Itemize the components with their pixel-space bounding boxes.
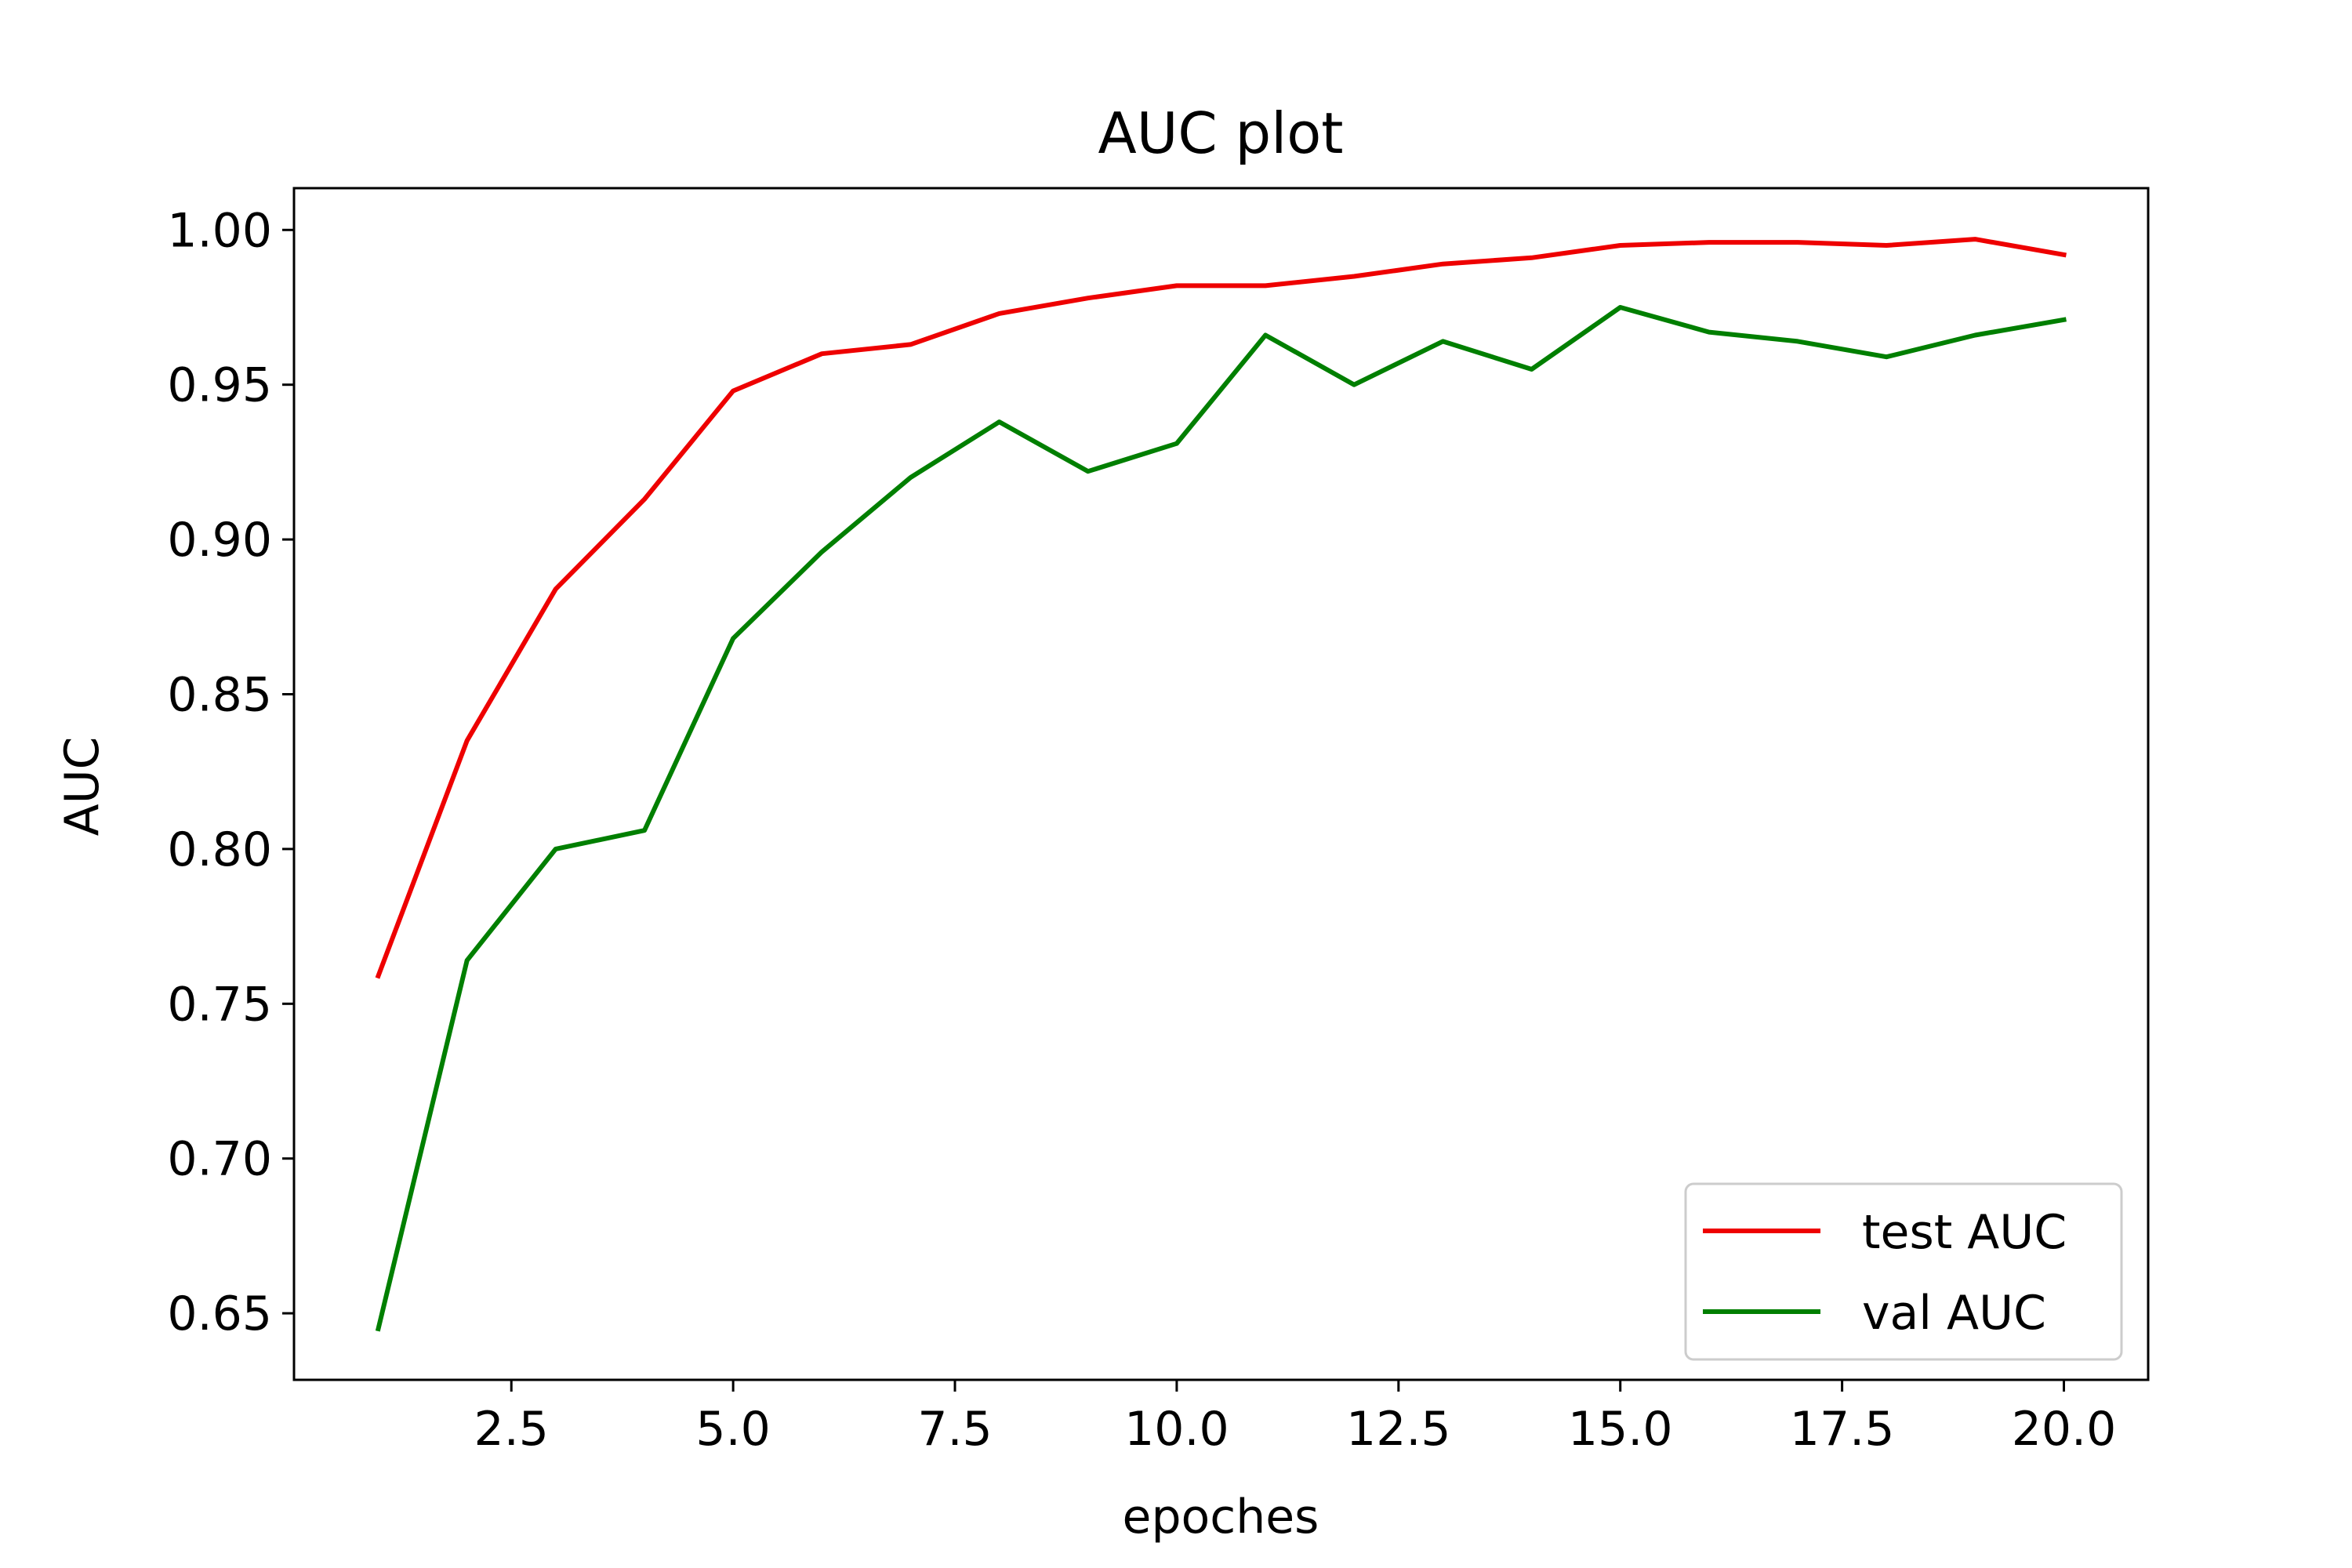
y-tick-label: 0.95	[167, 358, 272, 413]
y-tick-label: 0.65	[167, 1287, 272, 1341]
legend-label-val-auc: val AUC	[1862, 1286, 2046, 1341]
plot-frame	[292, 187, 2150, 1381]
y-tick-label: 0.90	[167, 513, 272, 568]
legend-box	[1684, 1182, 2123, 1361]
y-tick-label: 0.75	[167, 977, 272, 1032]
x-tick-label: 17.5	[1790, 1402, 1895, 1457]
y-axis-label: AUC	[55, 737, 110, 837]
x-axis-label: epoches	[1123, 1490, 1319, 1544]
series-line-test-auc	[375, 237, 2067, 979]
x-tick-label: 12.5	[1346, 1402, 1451, 1457]
x-tick-label: 2.5	[474, 1402, 549, 1457]
y-tick-label: 0.80	[167, 822, 272, 877]
legend: test AUC val AUC	[1684, 1182, 2123, 1361]
series-line-val-auc	[375, 305, 2067, 1332]
legend-label-test-auc: test AUC	[1862, 1205, 2067, 1260]
series-lines	[375, 237, 2067, 1332]
y-axis-ticks: 0.65 0.70 0.75 0.80 0.85 0.90 0.95 1.00	[167, 203, 294, 1341]
x-tick-label: 7.5	[917, 1402, 992, 1457]
y-tick-label: 0.70	[167, 1132, 272, 1187]
y-tick-label: 0.85	[167, 668, 272, 723]
x-axis-ticks: 2.5 5.0 7.5 10.0 12.5 15.0 17.5 20.0	[474, 1380, 2117, 1457]
x-tick-label: 15.0	[1568, 1402, 1673, 1457]
y-tick-label: 1.00	[167, 203, 272, 258]
chart-title: AUC plot	[1098, 100, 1343, 166]
x-tick-label: 20.0	[2012, 1402, 2117, 1457]
x-tick-label: 5.0	[695, 1402, 770, 1457]
x-tick-label: 10.0	[1124, 1402, 1229, 1457]
